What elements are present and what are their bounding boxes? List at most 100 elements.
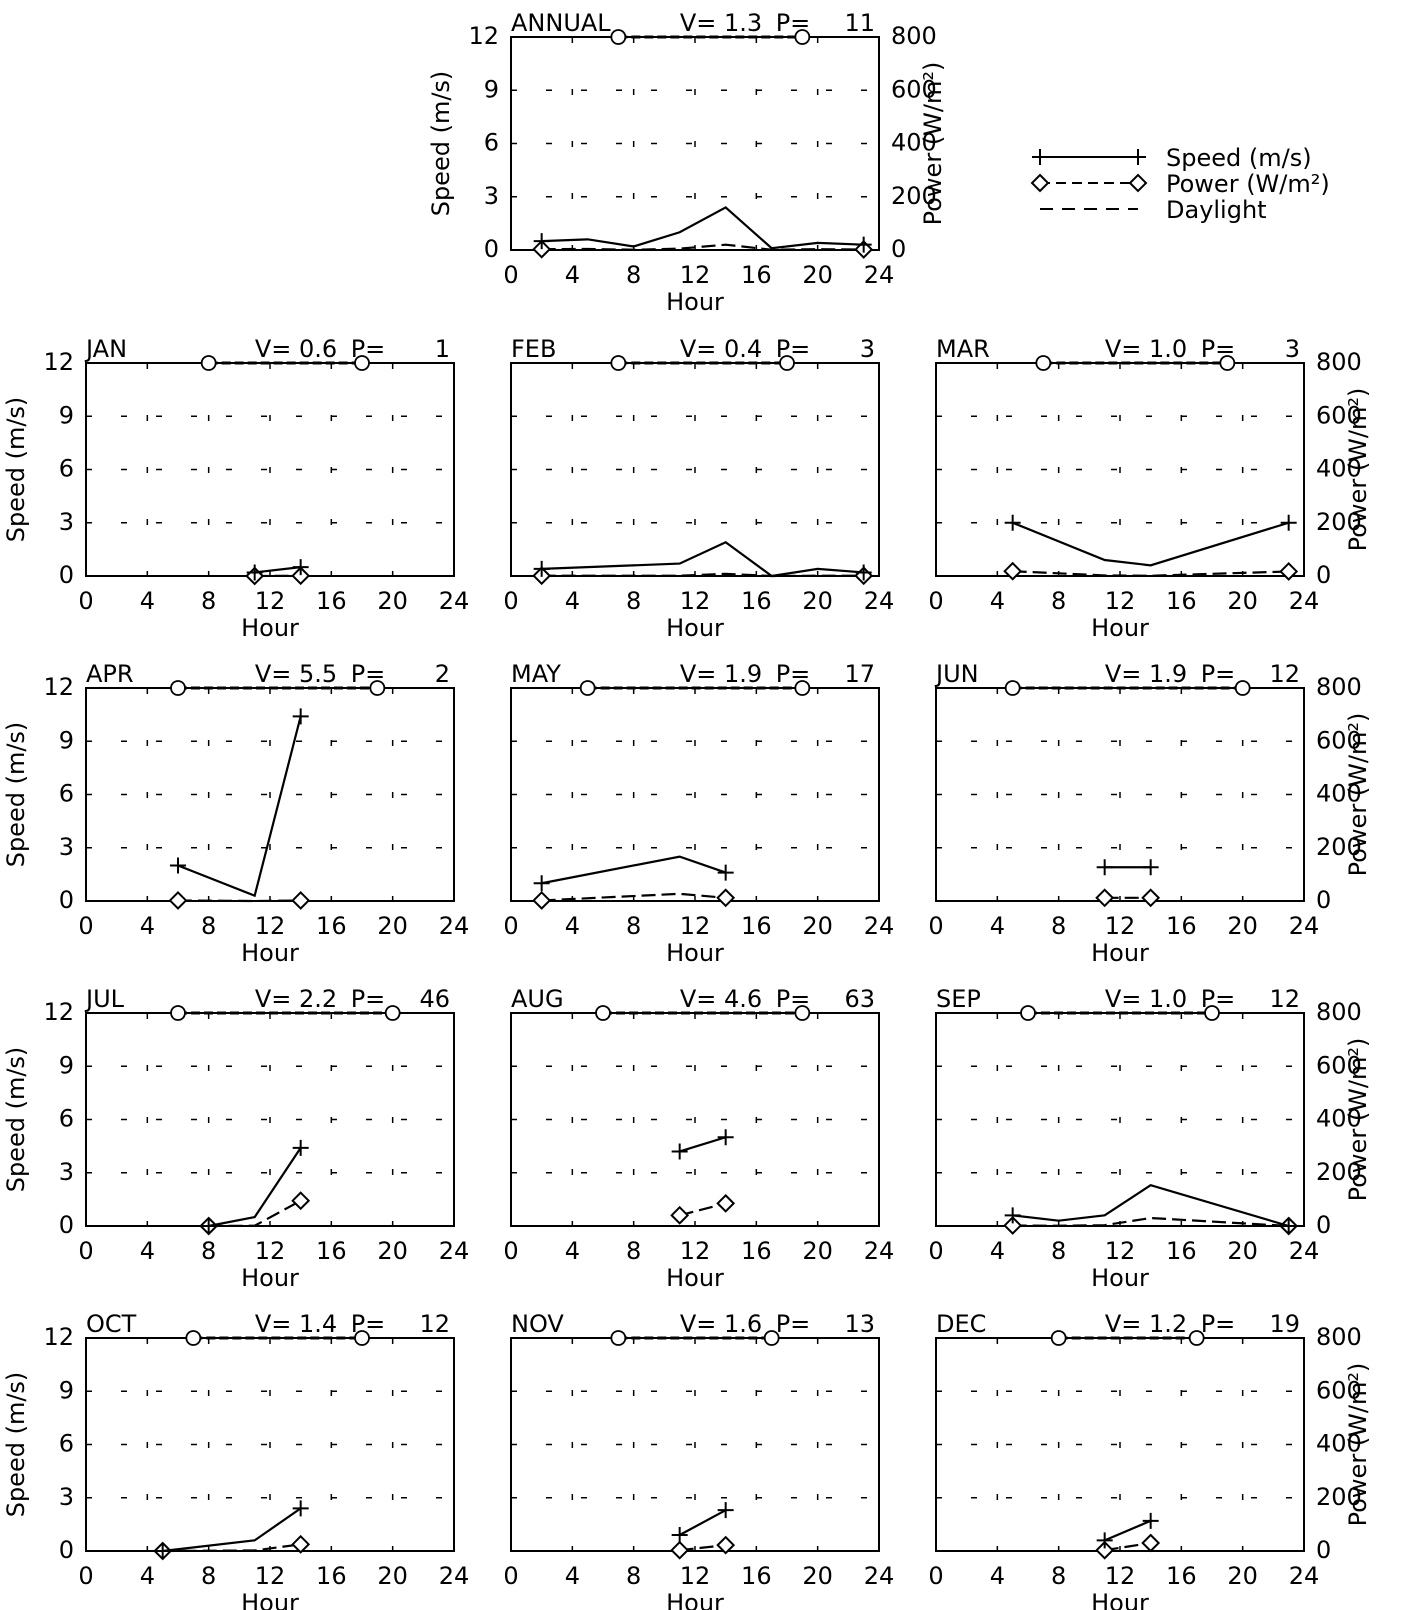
legend-label: Daylight xyxy=(1166,196,1267,224)
panel-annual: ANNUAL V= 1.3 P= 11 0 4 8 12 16 20 24 Hour 0 3 6 9 12 Spe… xyxy=(427,9,947,316)
sunrise-marker xyxy=(170,680,186,696)
x-tick-label: 4 xyxy=(565,261,580,289)
speed-series-line xyxy=(1012,1183,1289,1228)
x-tick-label: 24 xyxy=(864,1237,895,1265)
x-tick-label: 16 xyxy=(316,1237,347,1265)
panel-mean-power-label: P= xyxy=(351,335,386,363)
power-marker xyxy=(291,566,311,586)
y-tick-label: 12 xyxy=(468,22,499,50)
sunset-marker xyxy=(779,355,795,371)
panel-title: FEB xyxy=(511,335,556,363)
legend-label: Speed (m/s) xyxy=(1166,144,1312,172)
x-tick-label: 0 xyxy=(503,1562,518,1590)
sunrise-marker xyxy=(170,1005,186,1021)
panel-mean-power: 63 xyxy=(844,985,875,1013)
panel-mean-speed: V= 1.9 xyxy=(1105,660,1187,688)
x-tick-label: 12 xyxy=(1105,912,1136,940)
x-tick-label: 16 xyxy=(741,1237,772,1265)
y-tick-label: 9 xyxy=(484,75,499,103)
x-tick-label: 4 xyxy=(990,1237,1005,1265)
y-axis-label: Speed (m/s) xyxy=(427,71,455,217)
x-axis-label: Hour xyxy=(1091,1264,1149,1292)
x-tick-label: 24 xyxy=(1289,1237,1320,1265)
panel-mean-speed: V= 1.9 xyxy=(680,660,762,688)
y-tick-label: 12 xyxy=(43,673,74,701)
x-tick-label: 12 xyxy=(680,912,711,940)
y2-tick-label: 600 xyxy=(1316,401,1362,429)
power-marker xyxy=(1095,1540,1115,1560)
panel-mar: MAR V= 1.0 P= 3 0 4 8 12 16 20 24 Hour 0 200 400 600 800… xyxy=(928,335,1372,642)
sunset-marker xyxy=(794,680,811,696)
y2-tick-label: 800 xyxy=(1316,673,1362,701)
sunrise-marker xyxy=(610,29,627,45)
power-marker xyxy=(532,891,552,910)
y-axis-label: Speed (m/s) xyxy=(2,1372,30,1518)
panel-mean-power-label: P= xyxy=(351,660,386,688)
x-axis-label: Hour xyxy=(241,614,299,642)
legend-plus-marker xyxy=(1130,149,1146,165)
x-tick-label: 12 xyxy=(1105,587,1136,615)
x-tick-label: 24 xyxy=(1289,1562,1320,1590)
power-marker xyxy=(716,888,736,908)
panel-jul: JUL V= 2.2 P= 46 0 4 8 12 16 20 24 Hour 0 3 6 9 12 Speed … xyxy=(2,985,469,1292)
x-tick-label: 12 xyxy=(680,261,711,289)
panel-jun: JUN V= 1.9 P= 12 0 4 8 12 16 20 24 Hour 0 200 400 600 80… xyxy=(928,660,1372,967)
y-tick-label: 3 xyxy=(484,182,499,210)
legend-label: Power (W/m²) xyxy=(1166,170,1330,198)
panel-title: MAY xyxy=(511,660,561,688)
panel-mean-speed: V= 1.4 xyxy=(255,1310,337,1338)
sunset-marker xyxy=(794,1005,811,1021)
speed-marker xyxy=(533,560,550,577)
y2-axis-label: Power (W/m²) xyxy=(919,62,947,226)
x-tick-label: 12 xyxy=(680,1562,711,1590)
x-tick-label: 20 xyxy=(377,1562,408,1590)
legend-diamond-marker xyxy=(1128,173,1148,193)
y2-tick-label: 200 xyxy=(891,182,937,210)
power-marker xyxy=(670,1540,690,1560)
x-tick-label: 0 xyxy=(503,261,518,289)
y2-axis-label: Power (W/m²) xyxy=(1344,1363,1372,1527)
legend-diamond-marker xyxy=(1030,173,1050,193)
chart-panels: ANNUAL V= 1.3 P= 110 4 8 12 16 20 24Hour036912Spe… xyxy=(2,9,1372,1610)
y-tick-label: 9 xyxy=(59,726,74,754)
x-tick-label: 20 xyxy=(1227,1237,1258,1265)
panel-mean-power: 13 xyxy=(844,1310,875,1338)
x-tick-label: 8 xyxy=(1051,1237,1066,1265)
power-marker xyxy=(291,1534,311,1554)
panel-oct: OCT V= 1.4 P= 12 0 4 8 12 16 20 24 Hour 0 3 6 9 12 Speed … xyxy=(2,1310,469,1610)
panel-mean-power-label: P= xyxy=(1201,985,1236,1013)
speed-marker xyxy=(246,564,263,581)
x-tick-label: 12 xyxy=(1105,1237,1136,1265)
panel-mean-power-label: P= xyxy=(776,9,811,37)
x-tick-label: 4 xyxy=(565,1562,580,1590)
sunrise-marker xyxy=(200,355,217,371)
x-tick-label: 24 xyxy=(439,587,470,615)
panel-mean-power: 1 xyxy=(435,335,450,363)
x-tick-label: 16 xyxy=(316,912,347,940)
x-tick-label: 16 xyxy=(741,587,772,615)
x-tick-label: 4 xyxy=(990,1562,1005,1590)
y2-tick-label: 800 xyxy=(1316,1323,1362,1351)
power-marker xyxy=(168,891,188,910)
power-marker xyxy=(291,1191,311,1211)
sunrise-marker xyxy=(1020,1005,1036,1021)
speed-marker xyxy=(717,864,734,881)
speed-marker xyxy=(855,236,872,253)
y2-tick-label: 400 xyxy=(1316,455,1362,483)
x-tick-label: 4 xyxy=(990,587,1005,615)
panel-mean-power: 19 xyxy=(1269,1310,1300,1338)
x-tick-label: 24 xyxy=(1289,912,1320,940)
x-tick-label: 12 xyxy=(255,1562,286,1590)
sunset-marker xyxy=(1204,1005,1220,1021)
panel-title: MAR xyxy=(936,335,990,363)
y2-tick-label: 0 xyxy=(1316,561,1331,589)
x-tick-label: 12 xyxy=(1105,1562,1136,1590)
x-tick-label: 24 xyxy=(439,1562,470,1590)
x-tick-label: 0 xyxy=(78,1562,93,1590)
y-tick-label: 0 xyxy=(59,886,74,914)
x-axis-label: Hour xyxy=(241,1589,299,1610)
panel-title: APR xyxy=(86,660,134,688)
x-tick-label: 20 xyxy=(1227,587,1258,615)
panel-mean-power-label: P= xyxy=(776,1310,811,1338)
